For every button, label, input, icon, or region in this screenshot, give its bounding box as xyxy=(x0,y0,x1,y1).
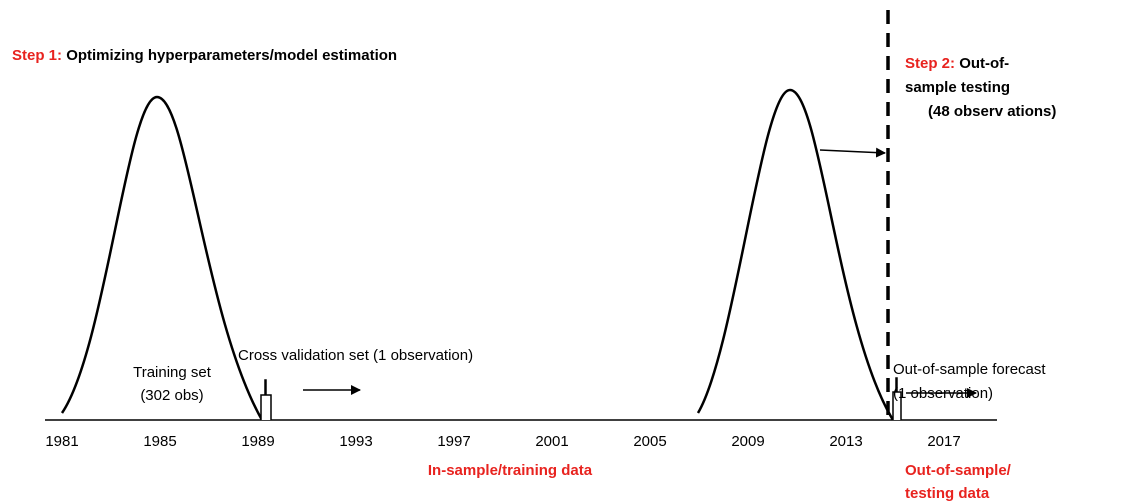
forecast-label: Out-of-sample forecast xyxy=(893,361,1046,378)
year-label: 2005 xyxy=(633,433,666,450)
arrow xyxy=(819,147,886,158)
year-label: 2013 xyxy=(829,433,862,450)
step2-text: Out-of- xyxy=(959,55,1009,72)
year-label: 2001 xyxy=(535,433,568,450)
step1-text: Optimizing hyperparameters/model estimat… xyxy=(66,47,397,64)
year-label: 2017 xyxy=(927,433,960,450)
training-curve xyxy=(60,95,264,421)
training-label: Training set xyxy=(133,364,212,381)
step2-text: sample testing xyxy=(905,79,1010,96)
forecast-label: (1 observation) xyxy=(893,385,993,402)
tick-group: 1981 1985 1989 1993 1997 2001 2005 2009 2013 2017 xyxy=(45,433,960,450)
out-of-sample-label: Out-of-sample/ xyxy=(905,462,1012,479)
year-label: 2009 xyxy=(731,433,764,450)
year-label: 1985 xyxy=(143,433,176,450)
step2-line: Step 2: Out-of- xyxy=(905,55,1009,72)
step2-label: Step 2: xyxy=(905,55,955,72)
training-label: (302 obs) xyxy=(140,387,203,404)
year-label: 1993 xyxy=(339,433,372,450)
step1-heading: Step 1: Optimizing hyperparameters/model… xyxy=(12,47,397,64)
year-label: 1981 xyxy=(45,433,78,450)
cv-window xyxy=(260,379,272,420)
out-of-sample-label: testing data xyxy=(905,485,990,502)
year-label: 1997 xyxy=(437,433,470,450)
year-label: 1989 xyxy=(241,433,274,450)
in-sample-label: In-sample/training data xyxy=(428,462,593,479)
step1-label: Step 1: xyxy=(12,47,62,64)
training-curve-late xyxy=(696,88,895,421)
cv-label: Cross validation set (1 observation) xyxy=(238,347,473,364)
forecast-window xyxy=(892,377,902,420)
step2-text: (48 observ ations) xyxy=(928,103,1056,120)
